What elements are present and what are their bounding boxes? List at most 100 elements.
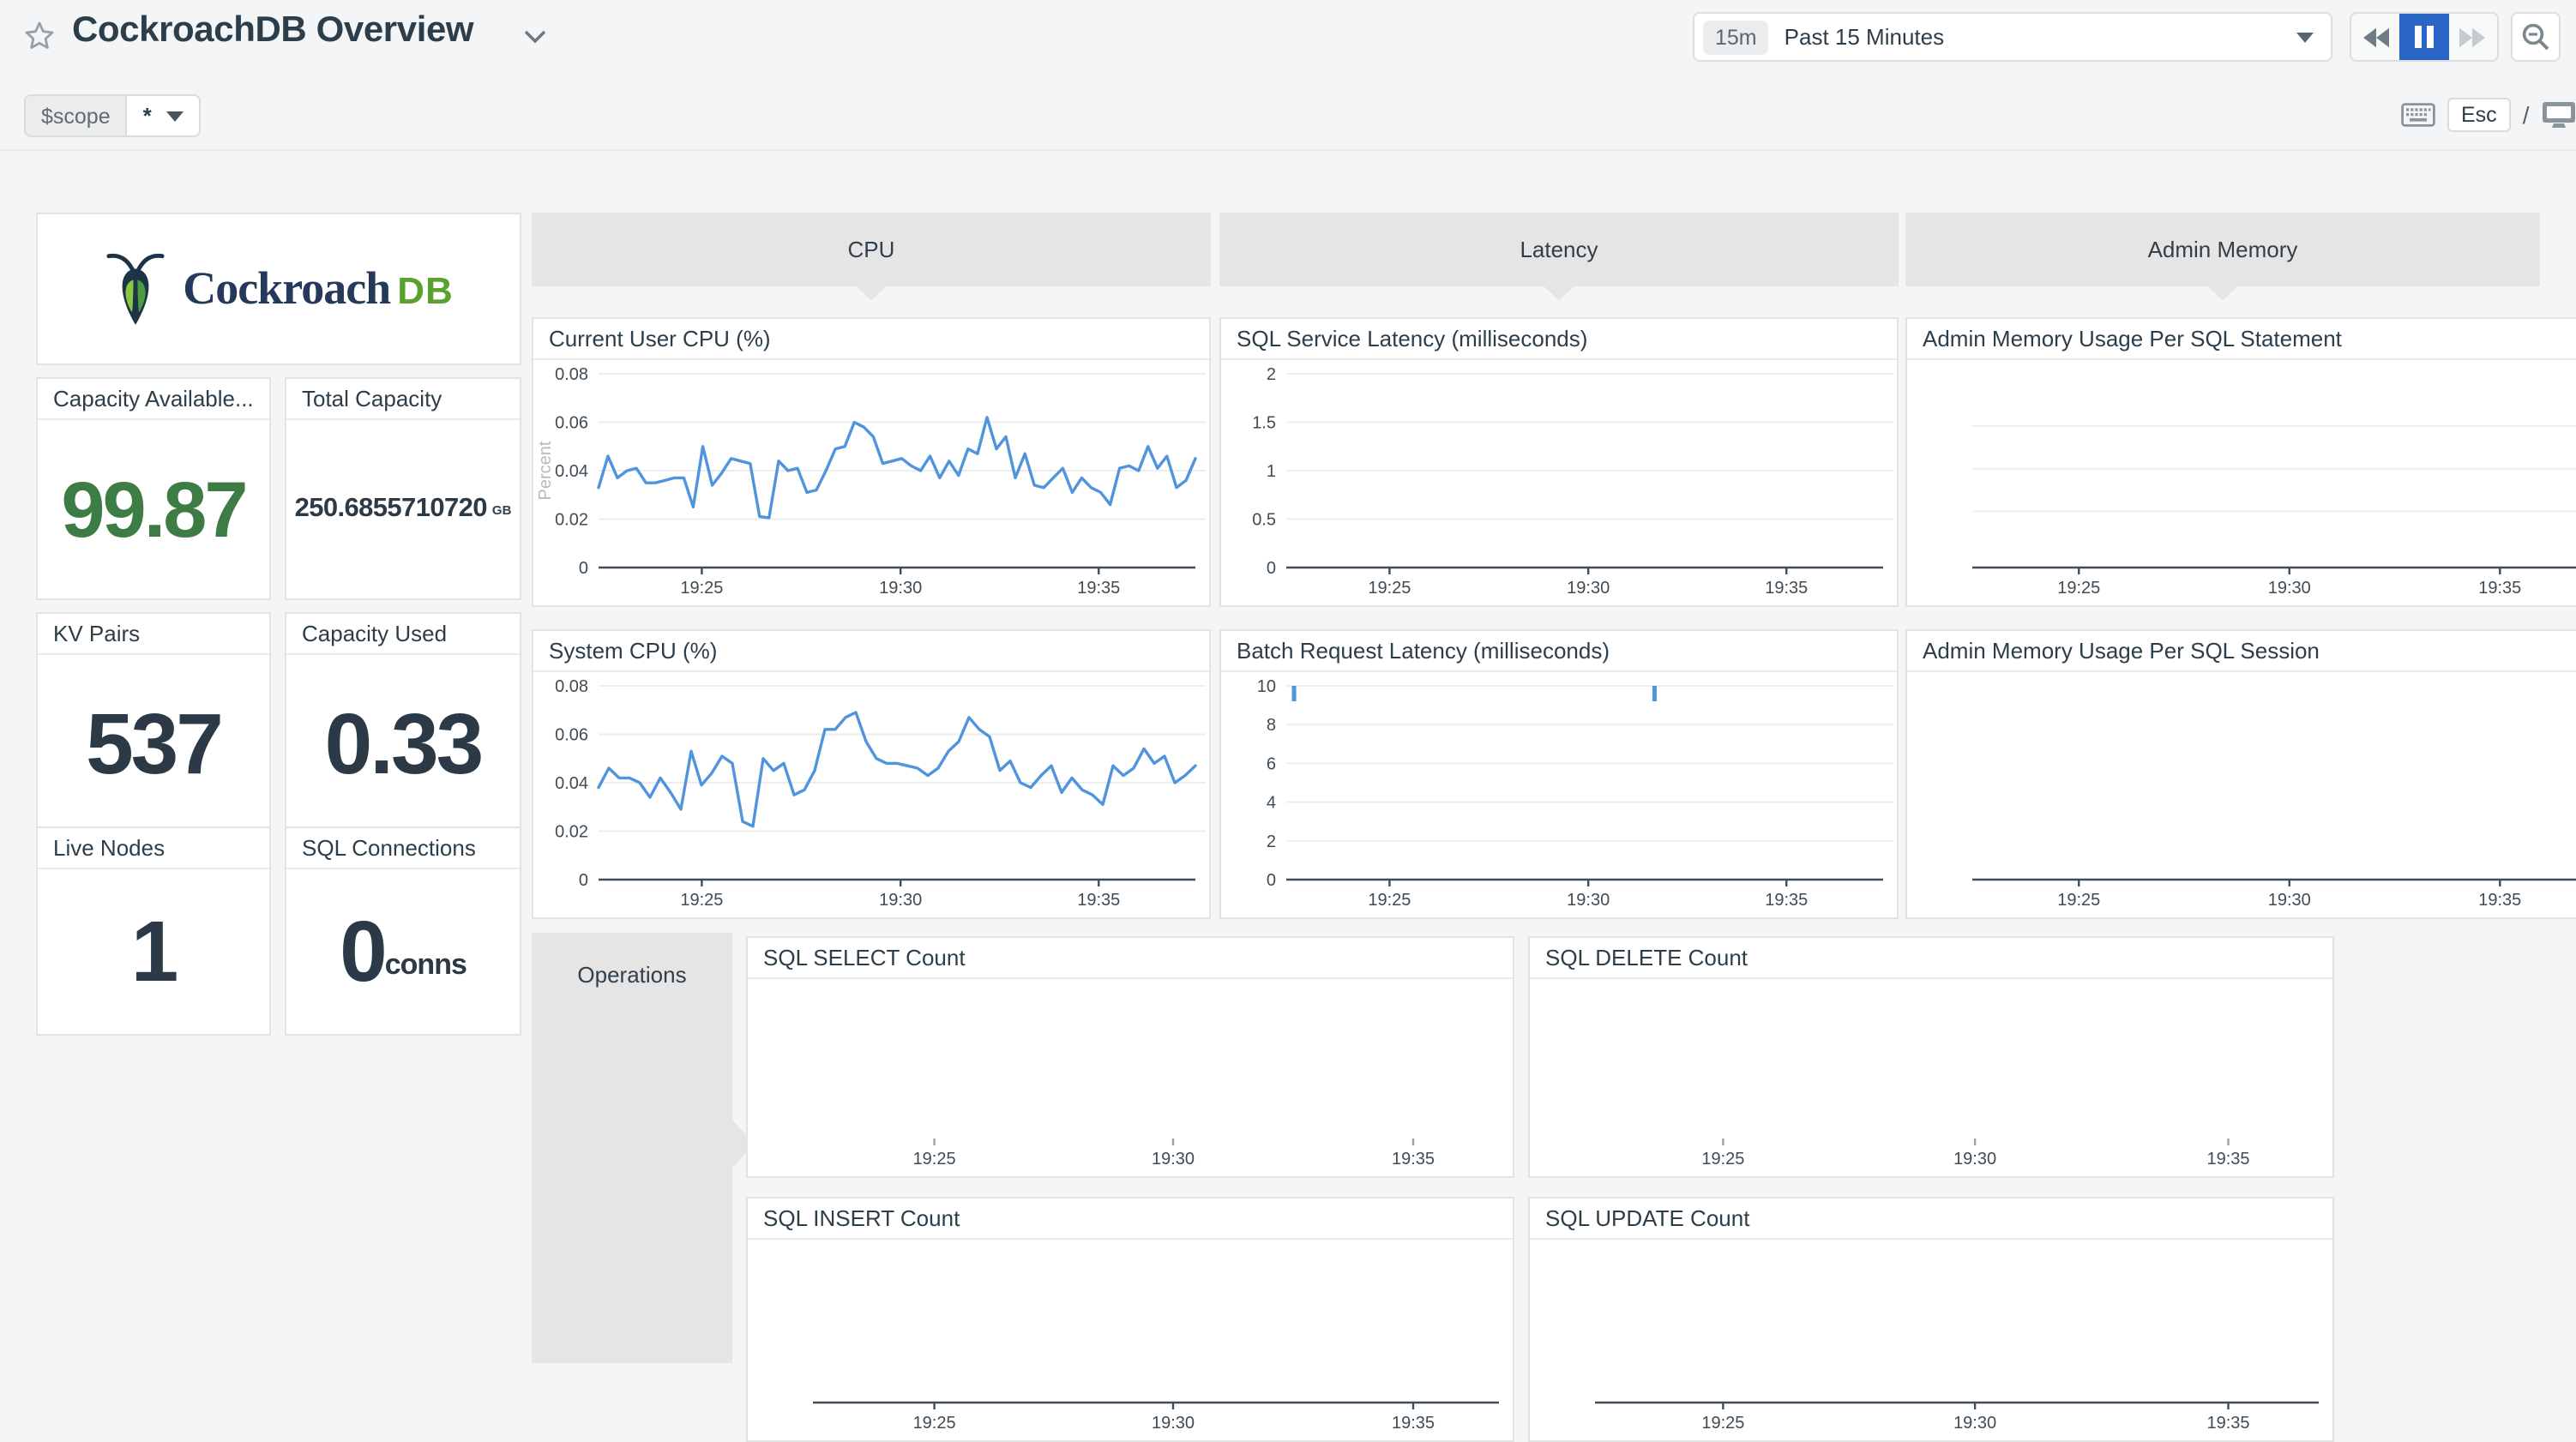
chart-card-admin-memory-statement[interactable]: Admin Memory Usage Per SQL Statement 19:… xyxy=(1905,317,2576,607)
stat-value: 537 xyxy=(86,696,224,792)
stat-value: 250.6855710720 xyxy=(294,494,488,524)
stat-card-sql-connections[interactable]: SQL Connections 0 conns xyxy=(285,826,521,1036)
keyboard-icon[interactable] xyxy=(2401,103,2435,127)
svg-text:0.02: 0.02 xyxy=(555,823,588,842)
scope-template-selector[interactable]: $scope * xyxy=(24,94,202,137)
chart-card-sql-service-latency[interactable]: SQL Service Latency (milliseconds) 2 1.5 1… xyxy=(1219,317,1899,607)
svg-text:0: 0 xyxy=(579,871,588,890)
favorite-star-icon[interactable] xyxy=(22,19,57,53)
group-tail xyxy=(1544,286,1574,300)
pause-button[interactable] xyxy=(2399,14,2449,60)
chart-title: SQL SELECT Count xyxy=(748,938,1513,979)
svg-text:19:25: 19:25 xyxy=(680,579,723,598)
stat-card-capacity-available[interactable]: Capacity Available... 99.87 xyxy=(36,377,271,600)
svg-text:19:35: 19:35 xyxy=(2478,579,2521,598)
group-header-cpu[interactable]: CPU xyxy=(532,213,1211,300)
chart-plot-admin-memory-session[interactable]: 19:25 19:30 19:35 xyxy=(1907,672,2576,917)
svg-text:10: 10 xyxy=(1257,677,1276,696)
svg-text:0.08: 0.08 xyxy=(555,677,588,696)
chart-card-system-cpu[interactable]: System CPU (%) 0.08 0.06 0.04 0.02 0 19:25 19:… xyxy=(532,629,1211,919)
svg-text:19:25: 19:25 xyxy=(913,1150,956,1169)
time-range-caret-icon xyxy=(2296,32,2314,42)
svg-text:19:30: 19:30 xyxy=(879,891,922,910)
zoom-out-icon xyxy=(2522,23,2549,51)
chart-plot-sql-service-latency[interactable]: 2 1.5 1 0.5 0 19:25 19:30 19:35 xyxy=(1221,360,1897,605)
stat-title: Total Capacity xyxy=(286,379,520,420)
chart-plot-batch-request-latency[interactable]: 10 8 6 4 2 0 19:25 19:30 19:35 xyxy=(1221,672,1897,917)
fullscreen-tv-icon[interactable] xyxy=(2541,101,2575,129)
svg-text:19:25: 19:25 xyxy=(2057,579,2100,598)
chart-card-sql-select-count[interactable]: SQL SELECT Count 19:25 19:30 19:35 xyxy=(746,936,1514,1178)
rewind-button[interactable] xyxy=(2351,14,2400,60)
svg-text:19:35: 19:35 xyxy=(1765,891,1808,910)
stat-value: 99.87 xyxy=(61,465,248,554)
chart-title: SQL UPDATE Count xyxy=(1530,1199,2332,1240)
svg-text:0: 0 xyxy=(579,559,588,578)
chart-card-admin-memory-session[interactable]: Admin Memory Usage Per SQL Session 19:25… xyxy=(1905,629,2576,919)
svg-text:0.06: 0.06 xyxy=(555,726,588,745)
svg-text:19:30: 19:30 xyxy=(1567,579,1610,598)
stat-card-total-capacity[interactable]: Total Capacity 250.6855710720 GB xyxy=(285,377,521,600)
stat-title: Capacity Used xyxy=(286,614,520,655)
cockroachdb-logo-card: Cockroach DB xyxy=(36,213,521,365)
chart-plot-system-cpu[interactable]: 0.08 0.06 0.04 0.02 0 19:25 19:30 19:35 xyxy=(533,672,1209,917)
svg-text:19:30: 19:30 xyxy=(1953,1150,1996,1169)
chart-title: SQL Service Latency (milliseconds) xyxy=(1221,319,1897,360)
svg-text:19:35: 19:35 xyxy=(1077,579,1120,598)
group-tail xyxy=(2207,286,2238,300)
stat-title: Live Nodes xyxy=(38,828,269,869)
chart-plot-sql-update-count[interactable]: 19:25 19:30 19:35 xyxy=(1530,1240,2332,1440)
svg-text:19:35: 19:35 xyxy=(2478,891,2521,910)
time-range-label: Past 15 Minutes xyxy=(1784,24,1945,50)
cockroach-bug-icon xyxy=(105,252,164,324)
svg-text:19:30: 19:30 xyxy=(1152,1414,1195,1433)
group-tail xyxy=(856,286,887,300)
chart-card-current-user-cpu[interactable]: Current User CPU (%) 0.08 0.06 0.04 0.02 0 19… xyxy=(532,317,1211,607)
fast-forward-icon xyxy=(2459,27,2486,47)
chart-card-batch-request-latency[interactable]: Batch Request Latency (milliseconds) 10 8… xyxy=(1219,629,1899,919)
chart-plot-admin-memory-statement[interactable]: 19:25 19:30 19:35 xyxy=(1907,360,2576,605)
chart-title: Batch Request Latency (milliseconds) xyxy=(1221,631,1897,672)
chart-card-sql-delete-count[interactable]: SQL DELETE Count 19:25 19:30 19:35 xyxy=(1528,936,2334,1178)
chart-plot-sql-insert-count[interactable]: 19:25 19:30 19:35 xyxy=(748,1240,1513,1440)
svg-text:0.06: 0.06 xyxy=(555,414,588,433)
svg-text:0: 0 xyxy=(1267,871,1276,890)
svg-text:1: 1 xyxy=(1267,462,1276,481)
stat-card-capacity-used[interactable]: Capacity Used 0.33 xyxy=(285,612,521,835)
logo-wordmark: Cockroach xyxy=(183,262,391,314)
rewind-icon xyxy=(2362,27,2389,47)
zoom-out-button[interactable] xyxy=(2511,12,2561,62)
stat-value: 0 xyxy=(340,904,388,1000)
stat-card-live-nodes[interactable]: Live Nodes 1 xyxy=(36,826,271,1036)
slash-separator: / xyxy=(2522,101,2530,129)
chart-plot-sql-select-count[interactable]: 19:25 19:30 19:35 xyxy=(748,979,1513,1176)
pause-icon xyxy=(2414,26,2434,48)
chart-card-sql-insert-count[interactable]: SQL INSERT Count 19:25 19:30 19:35 xyxy=(746,1197,1514,1442)
stat-value: 0.33 xyxy=(324,696,485,792)
stat-card-kv-pairs[interactable]: KV Pairs 537 xyxy=(36,612,271,835)
fast-forward-button[interactable] xyxy=(2448,14,2497,60)
svg-text:8: 8 xyxy=(1267,716,1276,735)
chart-title: SQL INSERT Count xyxy=(748,1199,1513,1240)
stat-unit: conns xyxy=(384,948,467,981)
chart-plot-sql-delete-count[interactable]: 19:25 19:30 19:35 xyxy=(1530,979,2332,1176)
logo-db-suffix: DB xyxy=(397,269,454,312)
svg-text:19:25: 19:25 xyxy=(1368,579,1411,598)
chart-card-sql-update-count[interactable]: SQL UPDATE Count 19:25 19:30 19:35 xyxy=(1528,1197,2334,1442)
stat-title: KV Pairs xyxy=(38,614,269,655)
svg-text:0.5: 0.5 xyxy=(1252,511,1276,530)
group-header-admin-memory[interactable]: Admin Memory xyxy=(1905,213,2540,300)
svg-text:19:25: 19:25 xyxy=(2057,891,2100,910)
svg-text:19:35: 19:35 xyxy=(2206,1150,2249,1169)
title-chevron-down-icon[interactable] xyxy=(523,29,547,45)
svg-text:19:30: 19:30 xyxy=(1152,1150,1195,1169)
group-header-latency[interactable]: Latency xyxy=(1219,213,1899,300)
svg-text:19:30: 19:30 xyxy=(2268,579,2311,598)
svg-text:4: 4 xyxy=(1267,794,1276,813)
chart-plot-current-user-cpu[interactable]: 0.08 0.06 0.04 0.02 0 19:25 19:30 19:35 Percent xyxy=(533,360,1209,605)
time-range-picker[interactable]: 15m Past 15 Minutes xyxy=(1693,12,2332,62)
esc-button[interactable]: Esc xyxy=(2447,98,2511,132)
group-header-operations[interactable]: Operations xyxy=(532,933,732,1363)
svg-text:19:25: 19:25 xyxy=(1701,1150,1744,1169)
